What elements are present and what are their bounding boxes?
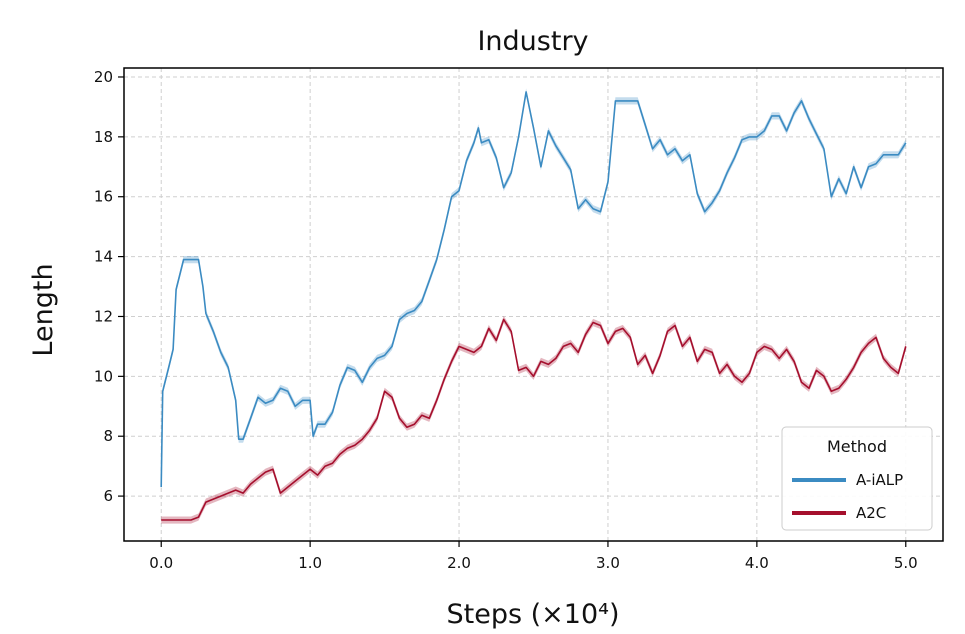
grid bbox=[124, 68, 943, 541]
y-tick-label: 16 bbox=[94, 188, 113, 206]
x-axis-title: Steps (×10⁴) bbox=[447, 599, 620, 630]
x-tick-label: 2.0 bbox=[447, 554, 471, 572]
x-tick-label: 0.0 bbox=[149, 554, 173, 572]
y-tick-label: 8 bbox=[103, 427, 113, 445]
x-tick-label: 3.0 bbox=[596, 554, 620, 572]
y-axis-title: Length bbox=[28, 263, 59, 356]
x-axis-ticks: 0.0 1.0 2.0 3.0 4.0 5.0 bbox=[149, 541, 918, 572]
y-tick-label: 12 bbox=[94, 307, 113, 325]
y-tick-label: 10 bbox=[94, 367, 113, 385]
a-ialp-line bbox=[160, 91, 907, 488]
chart-title: Industry bbox=[477, 26, 588, 57]
x-tick-label: 5.0 bbox=[894, 554, 918, 572]
legend-box bbox=[781, 426, 933, 531]
plot-frame bbox=[123, 67, 944, 542]
x-tick-label: 4.0 bbox=[745, 554, 769, 572]
legend-label-a-ialp: A-iALP bbox=[856, 471, 903, 489]
legend-label-a2c: A2C bbox=[856, 504, 886, 522]
y-tick-label: 6 bbox=[103, 487, 113, 505]
x-tick-label: 1.0 bbox=[298, 554, 322, 572]
a2c-line bbox=[161, 318, 907, 521]
y-tick-label: 18 bbox=[94, 128, 113, 146]
legend-title: Method bbox=[827, 437, 887, 456]
legend-entries: A-iALP A2C bbox=[792, 471, 903, 522]
series-lines bbox=[160, 91, 907, 521]
y-tick-label: 14 bbox=[94, 248, 113, 266]
y-axis-ticks: 6 8 10 12 14 16 18 20 bbox=[94, 68, 124, 505]
legend: Method A-iALP A2C bbox=[781, 426, 933, 531]
y-tick-label: 20 bbox=[94, 68, 113, 86]
